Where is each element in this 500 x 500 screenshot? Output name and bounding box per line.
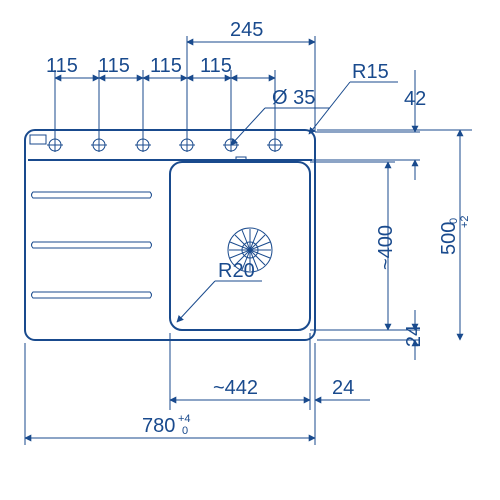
dim-24b: 24 bbox=[332, 377, 354, 399]
dim-r15: R15 bbox=[352, 61, 389, 83]
dim-442: ~442 bbox=[213, 377, 258, 399]
drainer-grooves bbox=[32, 192, 152, 298]
dim-115-3: 115 bbox=[150, 55, 182, 77]
tap-holes bbox=[47, 138, 283, 152]
dim-115-4: 115 bbox=[200, 55, 232, 77]
dim-780: 780 bbox=[142, 415, 175, 437]
dim-780-lo: 0 bbox=[182, 425, 188, 437]
dim-dia35: Ø 35 bbox=[272, 87, 315, 109]
dim-400: ~400 bbox=[375, 225, 397, 270]
dim-245: 245 bbox=[230, 19, 263, 41]
dim-115-2: 115 bbox=[98, 55, 130, 77]
dim-115-1: 115 bbox=[46, 55, 78, 77]
dim-r20: R20 bbox=[218, 260, 255, 282]
dim-500: 500 bbox=[438, 222, 460, 255]
dim-500-up: +2 bbox=[459, 215, 471, 228]
dim-780-up: +4 bbox=[178, 413, 191, 425]
dim-500-lo: 0 bbox=[448, 218, 460, 224]
dim-24a: 24 bbox=[403, 325, 425, 347]
